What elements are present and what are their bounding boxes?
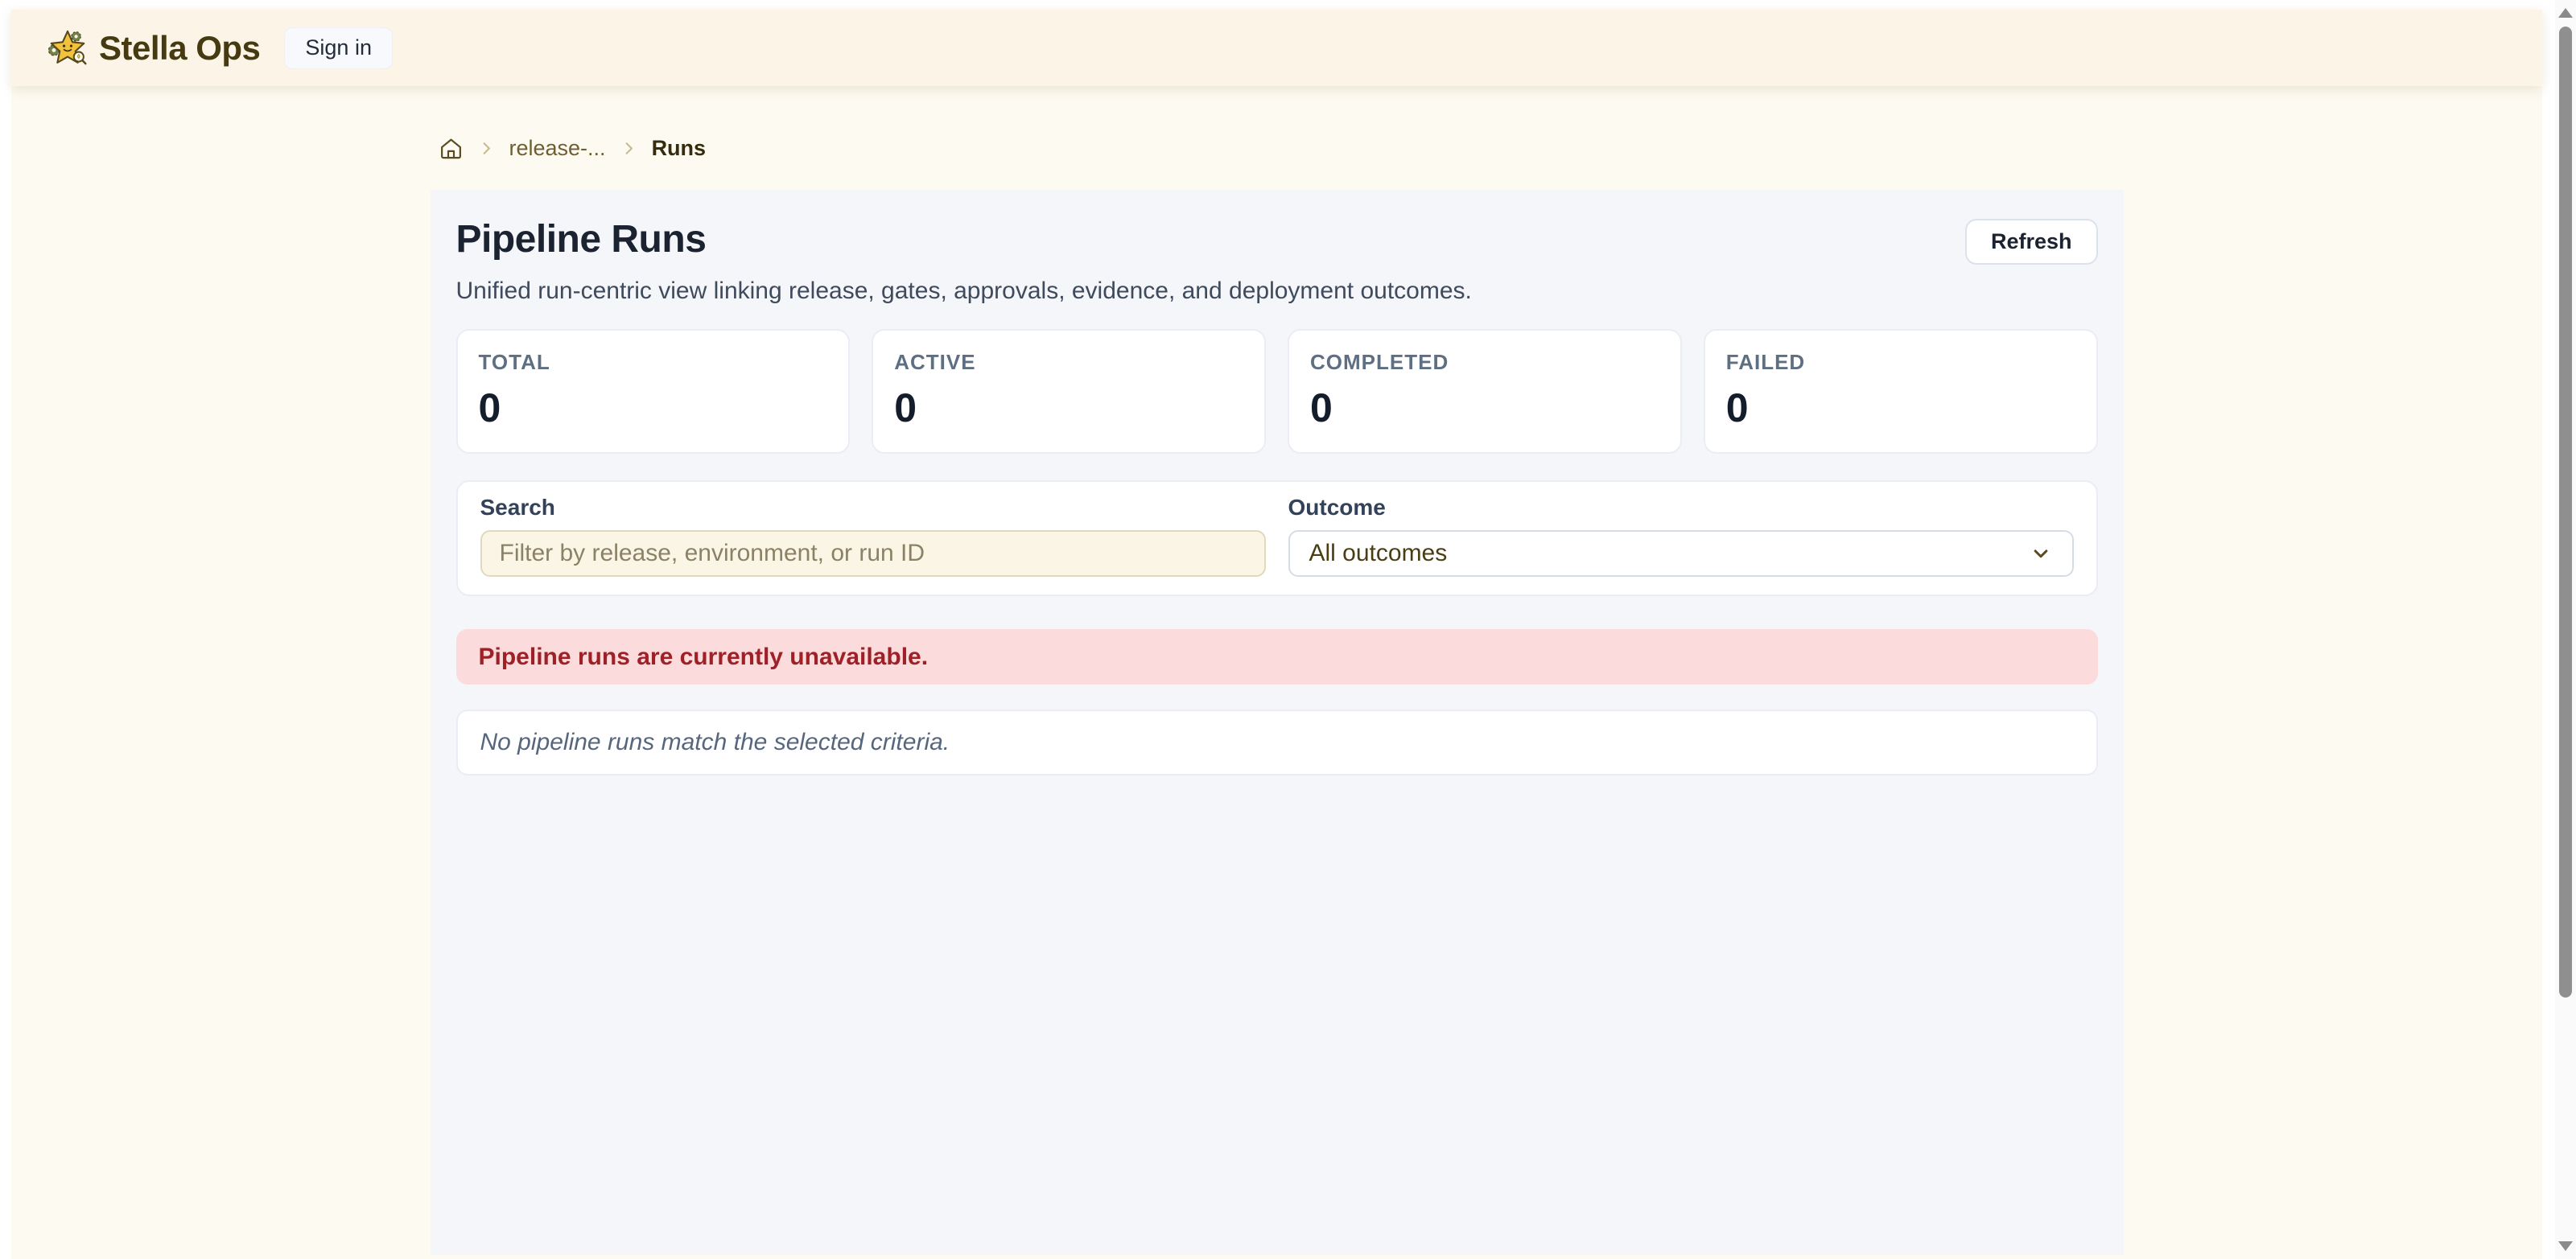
- triangle-down-icon: [2558, 1241, 2573, 1251]
- pipeline-runs-panel: Pipeline Runs Refresh Unified run-centri…: [430, 190, 2124, 1255]
- magnifier: [72, 50, 87, 64]
- outcome-selected-value: All outcomes: [1309, 540, 1448, 566]
- stat-label: FAILED: [1725, 350, 1806, 374]
- scroll-up-button[interactable]: [2558, 8, 2573, 19]
- page-subtitle: Unified run-centric view linking release…: [455, 278, 1472, 304]
- stat-value: 0: [1310, 385, 1333, 430]
- sign-in-button[interactable]: Sign in: [284, 27, 393, 69]
- refresh-button[interactable]: Refresh: [1964, 219, 2098, 265]
- breadcrumb-item-release[interactable]: release-...: [509, 136, 606, 160]
- filters-card: Search Outcome All outcomes: [455, 480, 2098, 596]
- brand: Stella Ops: [47, 27, 261, 69]
- scrollbar[interactable]: [2555, 0, 2576, 1259]
- brand-name: Stella Ops: [99, 28, 261, 67]
- breadcrumb-container: release-... Runs: [431, 136, 2124, 161]
- stat-card-failed: FAILED 0: [1703, 329, 2098, 454]
- outcome-label: Outcome: [1288, 495, 1386, 520]
- breadcrumb-item-runs: Runs: [651, 136, 707, 160]
- outcome-select[interactable]: All outcomes: [1288, 530, 2074, 577]
- stat-label: COMPLETED: [1310, 350, 1449, 374]
- chevron-right-icon: [477, 139, 496, 158]
- stats-row: TOTAL 0 ACTIVE 0 COMPLETED 0 FAILED 0: [455, 329, 2098, 454]
- empty-state: No pipeline runs match the selected crit…: [455, 710, 2098, 776]
- stat-label: TOTAL: [478, 350, 550, 374]
- stat-label: ACTIVE: [894, 350, 976, 374]
- gear-top-right: [71, 31, 81, 42]
- scrollbar-thumb[interactable]: [2559, 27, 2572, 998]
- app-header: Stella Ops Sign in: [11, 10, 2542, 86]
- stat-card-total: TOTAL 0: [455, 329, 851, 454]
- search-field-group: Search: [480, 495, 1266, 577]
- stat-card-active: ACTIVE 0: [872, 329, 1266, 454]
- home-icon[interactable]: [439, 136, 464, 161]
- stat-value: 0: [1725, 385, 1749, 430]
- stat-value: 0: [478, 385, 501, 430]
- stella-ops-logo-icon: [47, 27, 89, 69]
- outcome-field-group: Outcome All outcomes: [1288, 495, 2074, 577]
- error-message: Pipeline runs are currently unavailable.: [478, 643, 929, 670]
- triangle-up-icon: [2558, 8, 2573, 18]
- empty-message: No pipeline runs match the selected crit…: [480, 729, 950, 755]
- search-label: Search: [480, 495, 555, 520]
- breadcrumb: release-... Runs: [439, 136, 2124, 161]
- error-banner: Pipeline runs are currently unavailable.: [455, 629, 2098, 685]
- stat-value: 0: [894, 385, 917, 430]
- stat-card-completed: COMPLETED 0: [1288, 329, 1682, 454]
- page-title: Pipeline Runs: [455, 218, 707, 261]
- title-row: Pipeline Runs Refresh: [455, 218, 2098, 265]
- chevron-right-icon: [620, 139, 638, 158]
- app-page: Stella Ops Sign in release-...: [11, 10, 2542, 1259]
- scroll-down-button[interactable]: [2558, 1241, 2573, 1253]
- search-input[interactable]: [480, 530, 1266, 577]
- chevron-down-icon: [2029, 541, 2053, 566]
